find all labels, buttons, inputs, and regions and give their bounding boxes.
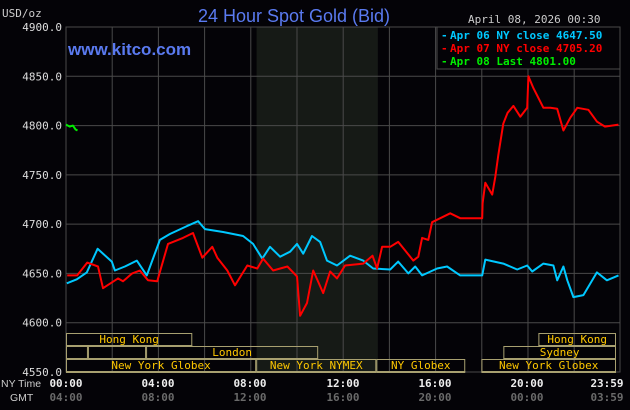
ny-time-tick: 08:00 xyxy=(233,377,266,390)
ny-time-tick: 23:59 xyxy=(590,377,623,390)
session-label: New York Globex xyxy=(111,359,211,372)
legend-swatch-1: - xyxy=(441,42,448,55)
y-tick-label: 4800.0 xyxy=(22,120,62,133)
ny-time-tick: 12:00 xyxy=(326,377,359,390)
legend-swatch-2: - xyxy=(441,55,448,68)
y-tick-label: 4850.0 xyxy=(22,70,62,83)
y-tick-label: 4550.0 xyxy=(22,366,62,379)
chart-title: 24 Hour Spot Gold (Bid) xyxy=(198,6,390,26)
session-label: London xyxy=(212,346,252,359)
kitco-watermark: www.kitco.com xyxy=(67,40,191,59)
series-line-0 xyxy=(66,220,619,299)
nymex-hours-shade xyxy=(256,27,378,372)
session-label: New York NYMEX xyxy=(270,359,363,372)
y-tick-label: 4700.0 xyxy=(22,218,62,231)
gmt-tick: 08:00 xyxy=(141,391,174,404)
chart-legend: - Apr 06 NY close 4647.50- Apr 07 NY close… xyxy=(436,26,621,70)
session-label: NY Globex xyxy=(391,359,451,372)
legend-box xyxy=(436,26,621,70)
ny-time-tick: 00:00 xyxy=(49,377,82,390)
gmt-tick: 20:00 xyxy=(418,391,451,404)
chart-timestamp: April 08, 2026 00:30 xyxy=(468,13,600,26)
session-label: Hong Kong xyxy=(99,333,159,346)
legend-entry-1: Apr 07 NY close 4705.20 xyxy=(450,42,602,55)
y-tick-label: 4650.0 xyxy=(22,267,62,280)
y-tick-label: 4900.0 xyxy=(22,21,62,34)
series-line-2 xyxy=(65,123,78,132)
legend-swatch-0: - xyxy=(441,29,448,42)
legend-entry-0: Apr 06 NY close 4647.50 xyxy=(450,29,602,42)
legend-entry-2: Apr 08 Last 4801.00 xyxy=(450,55,576,68)
y-axis-unit-label: USD/oz xyxy=(2,7,42,20)
ny-time-tick: 04:00 xyxy=(141,377,174,390)
y-tick-label: 4600.0 xyxy=(22,317,62,330)
session-label: Hong Kong xyxy=(547,333,607,346)
gmt-row-label: GMT xyxy=(10,392,34,404)
session-label: Sydney xyxy=(540,346,580,359)
series-line-1 xyxy=(67,75,619,317)
gmt-tick: 04:00 xyxy=(49,391,82,404)
ny-time-tick: 20:00 xyxy=(510,377,543,390)
gmt-tick: 00:00 xyxy=(510,391,543,404)
y-tick-label: 4750.0 xyxy=(22,169,62,182)
ny-time-tick: 16:00 xyxy=(418,377,451,390)
gmt-tick: 16:00 xyxy=(326,391,359,404)
gmt-tick: 12:00 xyxy=(233,391,266,404)
session-label: New York Globex xyxy=(499,359,599,372)
gmt-tick: 03:59 xyxy=(590,391,623,404)
ny-time-row-label: NY Time xyxy=(1,378,41,390)
